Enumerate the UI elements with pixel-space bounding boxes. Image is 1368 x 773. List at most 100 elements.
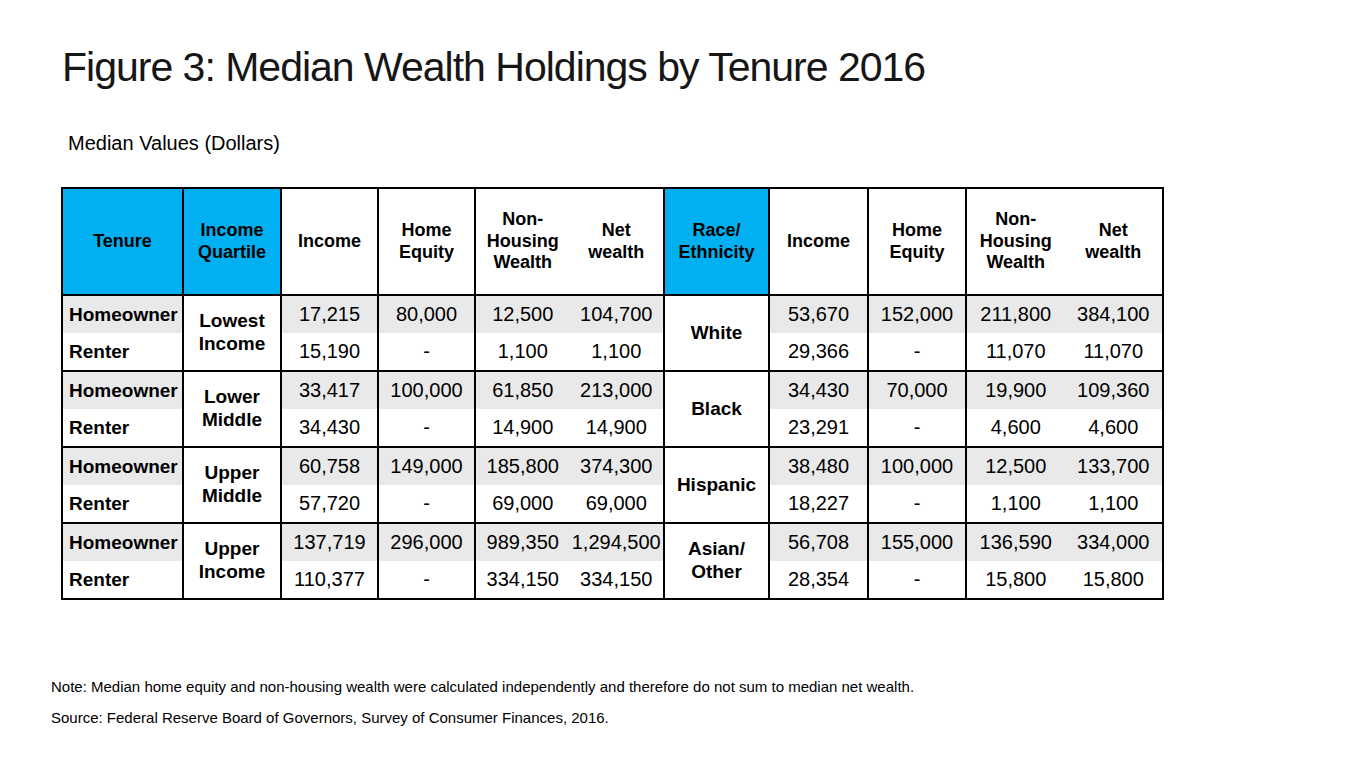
race-non-housing-wealth-cell: 11,070: [967, 340, 1065, 363]
quartile-cell: UpperIncome: [183, 523, 281, 599]
table-caption: Median Values (Dollars): [68, 132, 280, 155]
race-home-equity-cell: -: [868, 561, 966, 599]
wealth-cells: 334,150 334,150: [475, 561, 664, 599]
race-home-equity-cell: 152,000: [868, 295, 966, 333]
home-equity-cell: 100,000: [378, 371, 475, 409]
header-home-equity: HomeEquity: [378, 188, 475, 295]
slide: Figure 3: Median Wealth Holdings by Tenu…: [0, 0, 1368, 773]
race-wealth-cells: 4,600 4,600: [966, 409, 1163, 447]
race-net-wealth-cell: 11,070: [1065, 340, 1163, 363]
net-wealth-cell: 334,150: [570, 568, 664, 591]
race-income-cell: 18,227: [769, 485, 868, 523]
non-housing-wealth-cell: 185,800: [476, 455, 570, 478]
header-race-home-equity: HomeEquity: [868, 188, 966, 295]
header-race-net-wealth: Netwealth: [1065, 220, 1163, 263]
header-income-quartile: IncomeQuartile: [183, 188, 281, 295]
race-non-housing-wealth-cell: 4,600: [967, 416, 1065, 439]
header-income: Income: [281, 188, 378, 295]
source-text: Source: Federal Reserve Board of Governo…: [51, 709, 609, 726]
home-equity-cell: -: [378, 409, 475, 447]
home-equity-cell: 149,000: [378, 447, 475, 485]
race-cell: White: [664, 295, 769, 371]
race-income-cell: 38,480: [769, 447, 868, 485]
race-net-wealth-cell: 4,600: [1065, 416, 1163, 439]
home-equity-cell: -: [378, 485, 475, 523]
net-wealth-cell: 69,000: [570, 492, 664, 515]
tenure-cell: Homeowner: [62, 447, 183, 485]
race-cell: Asian/Other: [664, 523, 769, 599]
wealth-table: Tenure IncomeQuartile Income HomeEquity …: [61, 187, 1164, 600]
race-wealth-cells: 15,800 15,800: [966, 561, 1163, 599]
net-wealth-cell: 104,700: [570, 303, 664, 326]
race-wealth-cells: 136,590 334,000: [966, 523, 1163, 561]
header-race-non-housing-wealth: Non-HousingWealth: [967, 209, 1065, 274]
race-non-housing-wealth-cell: 19,900: [967, 379, 1065, 402]
race-net-wealth-cell: 133,700: [1065, 455, 1163, 478]
income-cell: 137,719: [281, 523, 378, 561]
race-net-wealth-cell: 384,100: [1065, 303, 1163, 326]
tenure-cell: Renter: [62, 561, 183, 599]
tenure-cell: Renter: [62, 333, 183, 371]
home-equity-cell: -: [378, 561, 475, 599]
race-wealth-cells: 211,800 384,100: [966, 295, 1163, 333]
tenure-cell: Homeowner: [62, 295, 183, 333]
race-wealth-cells: 12,500 133,700: [966, 447, 1163, 485]
income-cell: 57,720: [281, 485, 378, 523]
quartile-cell: LowerMiddle: [183, 371, 281, 447]
header-tenure: Tenure: [62, 188, 183, 295]
income-cell: 15,190: [281, 333, 378, 371]
page-title: Figure 3: Median Wealth Holdings by Tenu…: [62, 44, 925, 91]
tenure-cell: Renter: [62, 485, 183, 523]
header-row: Tenure IncomeQuartile Income HomeEquity …: [62, 188, 1163, 295]
race-non-housing-wealth-cell: 211,800: [967, 303, 1065, 326]
race-non-housing-wealth-cell: 136,590: [967, 531, 1065, 554]
non-housing-wealth-cell: 69,000: [476, 492, 570, 515]
race-income-cell: 23,291: [769, 409, 868, 447]
income-cell: 34,430: [281, 409, 378, 447]
race-home-equity-cell: -: [868, 333, 966, 371]
wealth-cells: 61,850 213,000: [475, 371, 664, 409]
tenure-cell: Renter: [62, 409, 183, 447]
race-wealth-cells: 1,100 1,100: [966, 485, 1163, 523]
header-race-ethnicity: Race/Ethnicity: [664, 188, 769, 295]
wealth-cells: 14,900 14,900: [475, 409, 664, 447]
race-income-cell: 34,430: [769, 371, 868, 409]
race-cell: Hispanic: [664, 447, 769, 523]
race-income-cell: 28,354: [769, 561, 868, 599]
wealth-cells: 185,800 374,300: [475, 447, 664, 485]
race-home-equity-cell: -: [868, 485, 966, 523]
quartile-cell: LowestIncome: [183, 295, 281, 371]
race-home-equity-cell: -: [868, 409, 966, 447]
wealth-cells: 989,350 1,294,500: [475, 523, 664, 561]
table-row-homeowner: Homeowner LowerMiddle 33,417 100,000 61,…: [62, 371, 1163, 409]
race-home-equity-cell: 70,000: [868, 371, 966, 409]
net-wealth-cell: 374,300: [570, 455, 664, 478]
income-cell: 17,215: [281, 295, 378, 333]
race-home-equity-cell: 155,000: [868, 523, 966, 561]
header-wealth-group: Non-HousingWealth Netwealth: [475, 188, 664, 295]
race-non-housing-wealth-cell: 12,500: [967, 455, 1065, 478]
non-housing-wealth-cell: 61,850: [476, 379, 570, 402]
race-net-wealth-cell: 334,000: [1065, 531, 1163, 554]
table-row-homeowner: Homeowner UpperIncome 137,719 296,000 98…: [62, 523, 1163, 561]
race-income-cell: 53,670: [769, 295, 868, 333]
race-net-wealth-cell: 15,800: [1065, 568, 1163, 591]
table-row-homeowner: Homeowner UpperMiddle 60,758 149,000 185…: [62, 447, 1163, 485]
header-net-wealth: Netwealth: [570, 220, 664, 263]
race-net-wealth-cell: 109,360: [1065, 379, 1163, 402]
race-wealth-cells: 19,900 109,360: [966, 371, 1163, 409]
non-housing-wealth-cell: 12,500: [476, 303, 570, 326]
note-text: Note: Median home equity and non-housing…: [51, 678, 914, 695]
tenure-cell: Homeowner: [62, 371, 183, 409]
net-wealth-cell: 14,900: [570, 416, 664, 439]
race-wealth-cells: 11,070 11,070: [966, 333, 1163, 371]
non-housing-wealth-cell: 334,150: [476, 568, 570, 591]
header-race-income: Income: [769, 188, 868, 295]
home-equity-cell: -: [378, 333, 475, 371]
non-housing-wealth-cell: 1,100: [476, 340, 570, 363]
net-wealth-cell: 1,100: [570, 340, 664, 363]
income-cell: 110,377: [281, 561, 378, 599]
income-cell: 33,417: [281, 371, 378, 409]
race-non-housing-wealth-cell: 15,800: [967, 568, 1065, 591]
race-non-housing-wealth-cell: 1,100: [967, 492, 1065, 515]
